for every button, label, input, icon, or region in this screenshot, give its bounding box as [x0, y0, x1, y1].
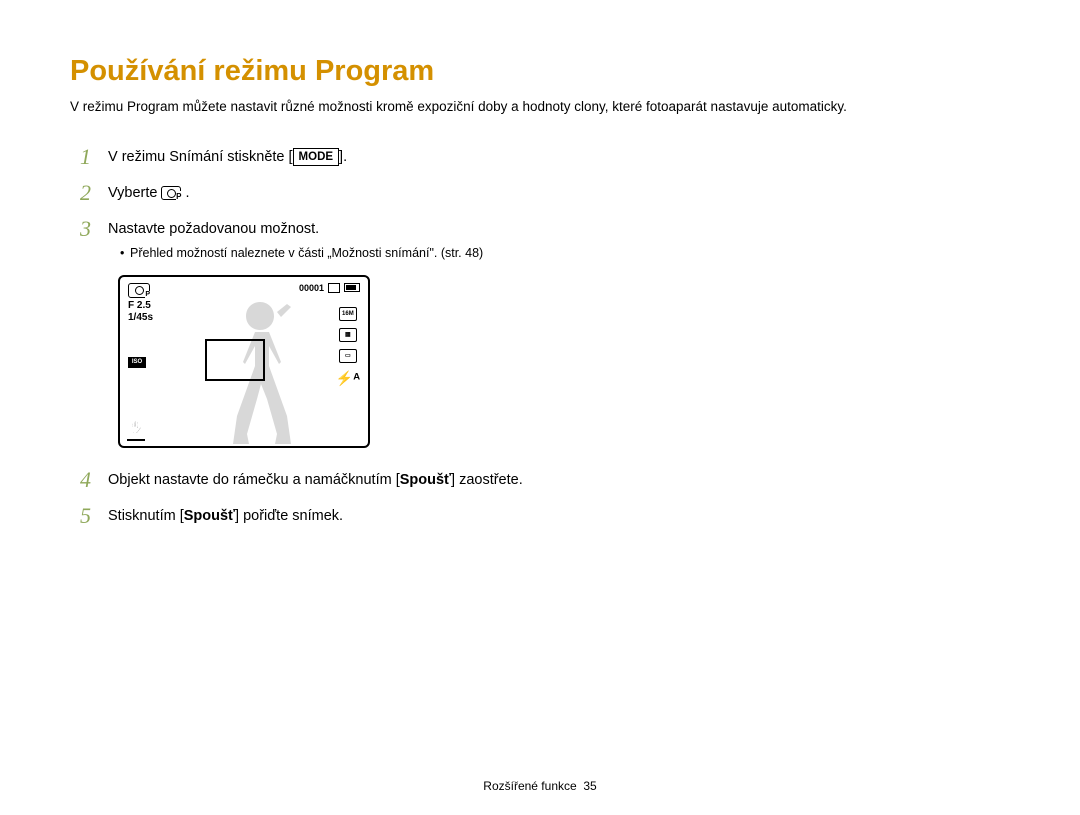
iso-icon: ISO [128, 357, 146, 368]
step-4: 4 Objekt nastavte do rámečku a namáčknut… [80, 468, 600, 492]
step-text: V režimu Snímání stiskněte [MODE]. [108, 145, 347, 169]
step-number: 2 [80, 181, 108, 205]
steps-list: 1 V režimu Snímání stiskněte [MODE]. 2 V… [80, 145, 600, 528]
step-4-post: ] zaostřete. [451, 472, 523, 488]
step-1-post: ]. [339, 149, 347, 165]
program-mode-icon [161, 186, 181, 200]
step-2-pre: Vyberte [108, 185, 161, 201]
page-title: Používání režimu Program [70, 55, 1010, 88]
lcd-bottom-left [128, 422, 144, 438]
lcd-shutter: 1/45s [128, 312, 153, 324]
shutter-label: Spoušť [184, 508, 235, 524]
battery-icon [344, 283, 360, 292]
lcd-preview: F 2.5 1/45s 00001 16M ▦ ▭ ⚡ᴬ ISO [118, 275, 600, 448]
page-footer: Rozšířené funkce 35 [0, 779, 1080, 793]
step-text: Stisknutím [Spoušť] pořiďte snímek. [108, 504, 343, 528]
lcd-right-icons: 16M ▦ ▭ ⚡ᴬ [336, 307, 360, 387]
quality-icon: ▦ [339, 328, 357, 342]
flash-icon: ⚡ᴬ [336, 370, 360, 387]
step-3: 3 Nastavte požadovanou možnost. Přehled … [80, 217, 600, 262]
lcd-top-right: 00001 [299, 283, 360, 293]
step-number: 4 [80, 468, 108, 492]
program-mode-icon [128, 283, 150, 298]
step-5: 5 Stisknutím [Spoušť] pořiďte snímek. [80, 504, 600, 528]
step-3-bullet: Přehled možností naleznete v části „Možn… [120, 245, 483, 263]
intro-text: V režimu Program můžete nastavit různé m… [70, 98, 1010, 117]
focus-frame [205, 339, 265, 381]
lcd-top-left: F 2.5 1/45s [128, 283, 153, 324]
lcd-aperture: F 2.5 [128, 300, 153, 312]
step-text: Nastavte požadovanou možnost. Přehled mo… [108, 217, 483, 262]
step-text: Vyberte . [108, 181, 190, 205]
step-1-pre: V režimu Snímání stiskněte [ [108, 149, 293, 165]
step-2: 2 Vyberte . [80, 181, 600, 205]
step-5-pre: Stisknutím [ [108, 508, 184, 524]
lcd-screen: F 2.5 1/45s 00001 16M ▦ ▭ ⚡ᴬ ISO [118, 275, 370, 448]
stabilizer-off-icon [128, 422, 144, 438]
shutter-label: Spoušť [400, 472, 451, 488]
step-5-post: ] pořiďte snímek. [235, 508, 343, 524]
step-2-post: . [181, 185, 189, 201]
step-number: 3 [80, 217, 108, 241]
step-1: 1 V režimu Snímání stiskněte [MODE]. [80, 145, 600, 169]
step-4-pre: Objekt nastavte do rámečku a namáčknutím… [108, 472, 400, 488]
footer-page: 35 [583, 779, 596, 793]
lcd-counter: 00001 [299, 283, 324, 293]
resolution-icon: 16M [339, 307, 357, 321]
card-icon [328, 283, 340, 293]
step-text: Objekt nastavte do rámečku a namáčknutím… [108, 468, 523, 492]
step-number: 1 [80, 145, 108, 169]
mode-button-label: MODE [293, 148, 340, 166]
metering-icon: ▭ [339, 349, 357, 363]
step-number: 5 [80, 504, 108, 528]
footer-section: Rozšířené funkce [483, 779, 576, 793]
step-3-text: Nastavte požadovanou možnost. [108, 221, 319, 237]
